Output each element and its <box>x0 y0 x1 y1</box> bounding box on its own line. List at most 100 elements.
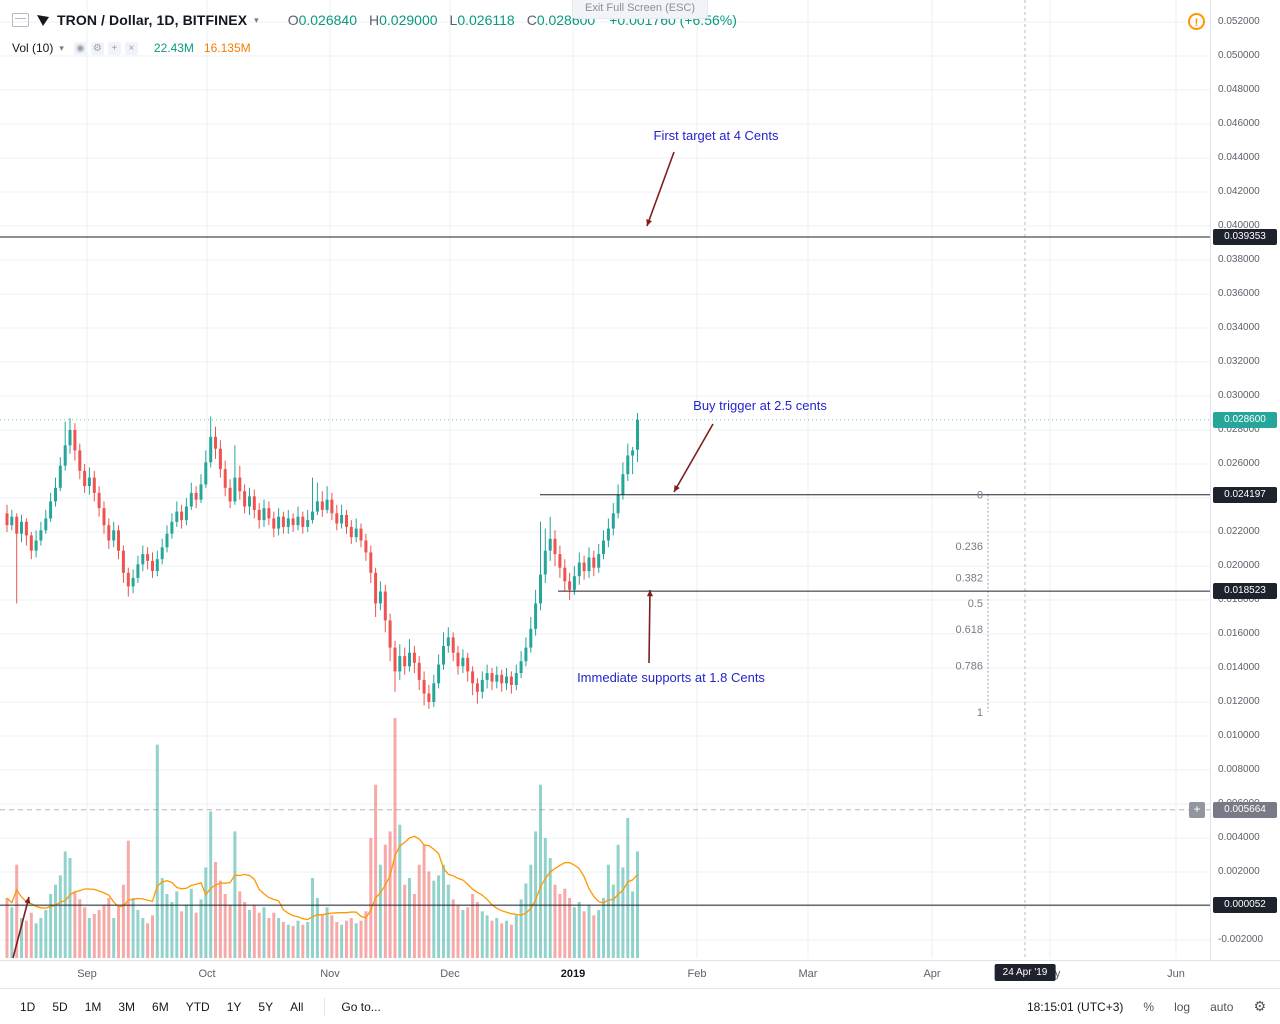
fullscreen-hint-text: Exit Full Screen (ESC) <box>584 2 696 14</box>
fib-level-label[interactable]: 0.236 <box>955 541 983 553</box>
high-value: 0.029000 <box>379 12 438 28</box>
range-all-button[interactable]: All <box>290 999 304 1014</box>
price-tag: 0.024197 <box>1213 486 1277 503</box>
fib-level-label[interactable]: 0.5 <box>968 598 983 610</box>
range-1y-button[interactable]: 1Y <box>226 999 242 1014</box>
fib-level-label[interactable]: 0 <box>977 490 983 502</box>
drawing-note-text[interactable]: Immediate supports at 1.8 Cents <box>577 670 765 685</box>
time-axis-label: Jun <box>1167 968 1185 980</box>
bottom-toolbar: 1D 5D 1M 3M 6M YTD 1Y 5Y All Go to... 18… <box>0 988 1280 1024</box>
chevron-down-icon[interactable]: ▾ <box>59 42 64 53</box>
candles <box>5 413 639 709</box>
price-tag: 0.039353 <box>1213 228 1277 245</box>
price-axis-label: 0.030000 <box>1218 390 1260 401</box>
fib-level-label[interactable]: 0.786 <box>955 660 983 672</box>
drawing-arrow[interactable] <box>646 589 653 664</box>
range-3m-button[interactable]: 3M <box>118 999 136 1014</box>
drawing-note-text[interactable]: First target at 4 Cents <box>654 128 779 143</box>
drawing-arrow[interactable] <box>12 896 31 959</box>
indicator-settings-icon[interactable]: ⚙ <box>90 41 104 55</box>
price-axis-label: 0.028000 <box>1218 424 1260 435</box>
price-axis-label: 0.040000 <box>1218 220 1260 231</box>
panel-collapse-icon[interactable] <box>12 13 29 27</box>
percent-scale-button[interactable]: % <box>1143 999 1155 1014</box>
price-axis-label: 0.012000 <box>1218 696 1260 707</box>
range-ytd-button[interactable]: YTD <box>185 999 210 1014</box>
range-1m-button[interactable]: 1M <box>84 999 102 1014</box>
trx-logo-icon <box>37 15 49 26</box>
range-1d-button[interactable]: 1D <box>20 999 36 1014</box>
time-axis-label: Mar <box>798 968 818 980</box>
drawing-arrow[interactable] <box>646 151 675 227</box>
fullscreen-hint: Exit Full Screen (ESC) <box>571 0 709 19</box>
highlighted-date-tag: 24 Apr '19 <box>994 964 1056 981</box>
price-chart[interactable]: 0 0.236 0.382 0.5 0.618 0.786 1 First target at… <box>0 0 1210 960</box>
auto-scale-button[interactable]: auto <box>1210 999 1234 1014</box>
price-axis-label: 0.020000 <box>1218 560 1260 571</box>
low-label: L <box>449 12 458 28</box>
price-axis-label: 0.002000 <box>1218 866 1260 877</box>
time-axis-label: Oct <box>198 968 216 980</box>
fib-level-label[interactable]: 1 <box>977 707 983 719</box>
log-scale-button[interactable]: log <box>1174 999 1191 1014</box>
price-tag: 0.000052 <box>1213 897 1277 914</box>
volume-ma-line <box>6 835 638 921</box>
volume-indicator-label[interactable]: Vol (10) <box>12 41 54 55</box>
add-indicator-icon[interactable]: + <box>107 41 121 55</box>
hide-indicator-icon[interactable]: ◉ <box>73 41 87 55</box>
price-axis-label: -0.002000 <box>1218 934 1264 945</box>
price-axis-label: 0.032000 <box>1218 356 1260 367</box>
alert-warning-icon[interactable]: ! <box>1188 13 1205 30</box>
fib-level-label[interactable]: 0.618 <box>955 624 983 636</box>
time-axis-label: Feb <box>687 968 707 980</box>
fib-level-label[interactable]: 0.382 <box>955 573 983 585</box>
range-5y-button[interactable]: 5Y <box>258 999 274 1014</box>
high-label: H <box>369 12 380 28</box>
price-axis-label: 0.038000 <box>1218 254 1260 265</box>
price-axis-label: 0.022000 <box>1218 526 1260 537</box>
price-axis-label: 0.014000 <box>1218 662 1260 673</box>
volume-ma-value: 16.135M <box>203 41 251 55</box>
time-axis[interactable]: SepOctNovDec2019FebMarAprMayJun24 Apr '1… <box>0 960 1280 989</box>
settings-gear-icon[interactable]: ⚙ <box>1253 998 1266 1015</box>
range-6m-button[interactable]: 6M <box>152 999 169 1014</box>
clock-timezone-button[interactable]: 18:15:01 (UTC+3) <box>1027 999 1124 1014</box>
time-axis-label: Apr <box>923 968 941 980</box>
time-axis-label: Nov <box>320 968 340 980</box>
time-axis-label: Sep <box>77 968 97 980</box>
price-tag: 0.005664 <box>1213 801 1277 818</box>
time-axis-label: 2019 <box>560 968 586 980</box>
price-axis-label: 0.048000 <box>1218 84 1260 95</box>
volume-bars <box>5 718 639 958</box>
open-label: O <box>287 12 299 28</box>
add-alert-plus-button[interactable]: + <box>1189 801 1205 818</box>
price-axis[interactable]: 0.052000 0.050000 0.048000 0.046000 0.044000… <box>1210 0 1280 960</box>
volume-value: 22.43M <box>153 41 194 55</box>
price-axis-label: 0.034000 <box>1218 322 1260 333</box>
range-5d-button[interactable]: 5D <box>52 999 68 1014</box>
low-value: 0.026118 <box>457 12 515 28</box>
price-axis-label: 0.044000 <box>1218 152 1260 163</box>
close-label: C <box>526 12 537 28</box>
open-value: 0.026840 <box>298 12 357 28</box>
grid <box>0 0 1210 958</box>
symbol-title[interactable]: TRON / Dollar, 1D, BITFINEX <box>57 12 248 28</box>
toolbar-divider <box>324 997 326 1016</box>
price-axis-label: 0.004000 <box>1218 832 1260 843</box>
price-tag: 0.018523 <box>1213 583 1277 600</box>
price-axis-label: 0.026000 <box>1218 458 1260 469</box>
price-axis-label: 0.010000 <box>1218 730 1260 741</box>
chevron-down-icon[interactable]: ▾ <box>254 14 259 25</box>
remove-indicator-icon[interactable]: × <box>124 41 138 55</box>
price-axis-label: 0.046000 <box>1218 118 1260 129</box>
drawing-arrow[interactable] <box>673 423 714 493</box>
goto-button[interactable]: Go to... <box>341 999 381 1014</box>
price-axis-label: 0.036000 <box>1218 288 1260 299</box>
drawing-note-text[interactable]: Buy trigger at 2.5 cents <box>693 398 827 413</box>
price-axis-label: 0.008000 <box>1218 764 1260 775</box>
price-axis-label: 0.016000 <box>1218 628 1260 639</box>
price-axis-label: 0.052000 <box>1218 16 1260 27</box>
price-axis-label: 0.042000 <box>1218 186 1260 197</box>
price-axis-label: 0.050000 <box>1218 50 1260 61</box>
